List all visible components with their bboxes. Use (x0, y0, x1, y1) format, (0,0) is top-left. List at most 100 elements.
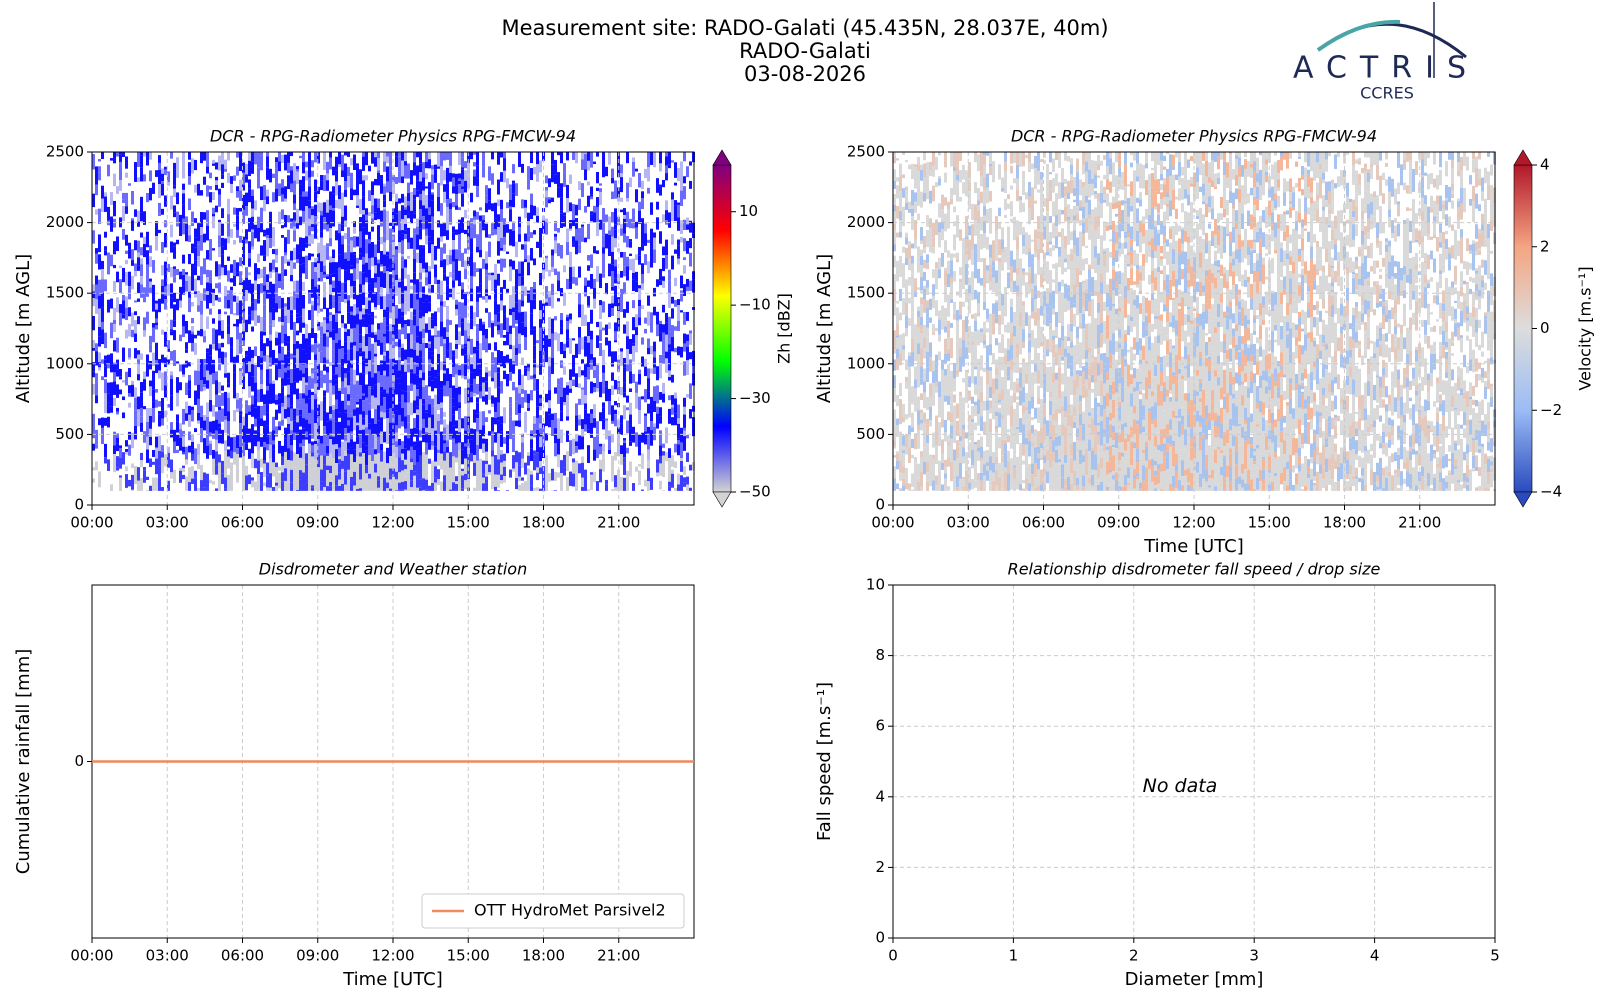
radar-pixel (242, 442, 245, 457)
radar-pixel (152, 296, 155, 312)
radar-pixel (116, 236, 119, 251)
radar-pixel (191, 453, 194, 461)
radar-pixel (374, 307, 377, 310)
radar-pixel (434, 169, 437, 183)
radar-pixel (464, 416, 467, 431)
radar-pixel (647, 433, 650, 439)
radar-pixel (353, 441, 356, 450)
radar-pixel (206, 225, 209, 241)
radar-pixel (326, 180, 329, 191)
radar-pixel (137, 484, 140, 491)
radar-pixel (653, 237, 656, 242)
radar-pixel (461, 163, 464, 168)
radar-pixel (149, 287, 152, 294)
radar-pixel (278, 296, 281, 300)
radar-pixel (152, 379, 155, 390)
radar-pixel (317, 352, 320, 364)
radar-pixel (281, 445, 284, 457)
radar-pixel (101, 260, 104, 270)
radar-pixel (587, 429, 590, 434)
radar-pixel (263, 447, 266, 461)
radar-pixel (689, 409, 692, 419)
radar-pixel (602, 349, 605, 366)
radar-pixel (404, 481, 407, 490)
radar-pixel (101, 279, 104, 293)
radar-pixel (590, 217, 593, 222)
radar-pixel (164, 195, 167, 207)
radar-pixel (335, 156, 338, 171)
radar-pixel (680, 346, 683, 358)
radar-pixel (503, 244, 506, 252)
radar-pixel (473, 346, 476, 354)
radar-pixel (155, 388, 158, 393)
radar-pixel (893, 169, 896, 181)
radar-pixel (284, 269, 287, 276)
radar-pixel (680, 190, 683, 206)
radar-pixel (191, 158, 194, 174)
radar-pixel (581, 456, 584, 463)
radar-pixel (239, 398, 242, 412)
radar-pixel (485, 417, 488, 423)
radar-pixel (251, 437, 254, 454)
radar-pixel (260, 245, 263, 256)
radar-pixel (176, 392, 179, 407)
radar-pixel (230, 176, 233, 184)
radar-pixel (482, 215, 485, 221)
radar-pixel (473, 409, 476, 423)
radar-pixel (290, 275, 293, 282)
radar-pixel (665, 255, 668, 269)
radar-pixel (668, 269, 671, 281)
radar-pixel (581, 370, 584, 376)
radar-pixel (155, 487, 158, 491)
radar-pixel (218, 219, 221, 224)
radar-pixel (278, 472, 281, 483)
radar-pixel (623, 357, 626, 368)
radar-pixel (923, 368, 926, 373)
radar-pixel (422, 321, 425, 329)
radar-pixel (464, 446, 467, 459)
radar-pixel (251, 195, 254, 205)
radar-pixel (134, 271, 137, 277)
radar-pixel (395, 462, 398, 472)
radar-pixel (341, 323, 344, 328)
radar-pixel (380, 386, 383, 392)
radar-pixel (473, 393, 476, 397)
radar-pixel (611, 177, 614, 184)
radar-pixel (179, 271, 182, 275)
radar-pixel (215, 261, 218, 277)
radar-pixel (494, 218, 497, 230)
radar-pixel (329, 418, 332, 421)
radar-pixel (563, 467, 566, 476)
radar-pixel (374, 449, 377, 455)
radar-pixel (125, 451, 128, 455)
radar-pixel (410, 237, 413, 249)
radar-pixel (902, 473, 905, 479)
radar-pixel (452, 355, 455, 367)
radar-pixel (326, 336, 329, 347)
radar-pixel (356, 455, 359, 466)
radar-pixel (560, 473, 563, 483)
radar-pixel (317, 186, 320, 195)
radar-pixel (314, 191, 317, 203)
radar-pixel (266, 167, 269, 180)
radar-pixel (320, 376, 323, 388)
radar-pixel (509, 469, 512, 478)
radar-pixel (287, 336, 290, 343)
radar-pixel (302, 263, 305, 267)
radar-pixel (626, 447, 629, 454)
radar-pixel (209, 192, 212, 203)
radar-pixel (914, 280, 917, 293)
radar-pixel (182, 430, 185, 437)
radar-pixel (125, 474, 128, 488)
radar-pixel (260, 475, 263, 484)
radar-pixel (332, 457, 335, 474)
radar-pixel (95, 351, 98, 366)
radar-pixel (98, 418, 101, 426)
radar-pixel (287, 397, 290, 408)
radar-pixel (392, 285, 395, 294)
radar-pixel (494, 298, 497, 301)
radar-pixel (386, 376, 389, 392)
radar-pixel (284, 468, 287, 477)
radar-pixel (584, 292, 587, 297)
radar-pixel (374, 423, 377, 435)
